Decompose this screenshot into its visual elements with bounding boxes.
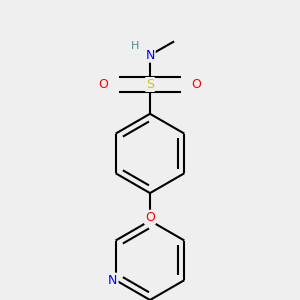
Text: O: O — [145, 211, 155, 224]
Text: N: N — [108, 274, 118, 287]
Text: N: N — [145, 49, 155, 62]
Text: S: S — [146, 78, 154, 91]
Text: O: O — [98, 78, 108, 91]
Text: H: H — [131, 40, 140, 50]
Text: O: O — [192, 78, 202, 91]
